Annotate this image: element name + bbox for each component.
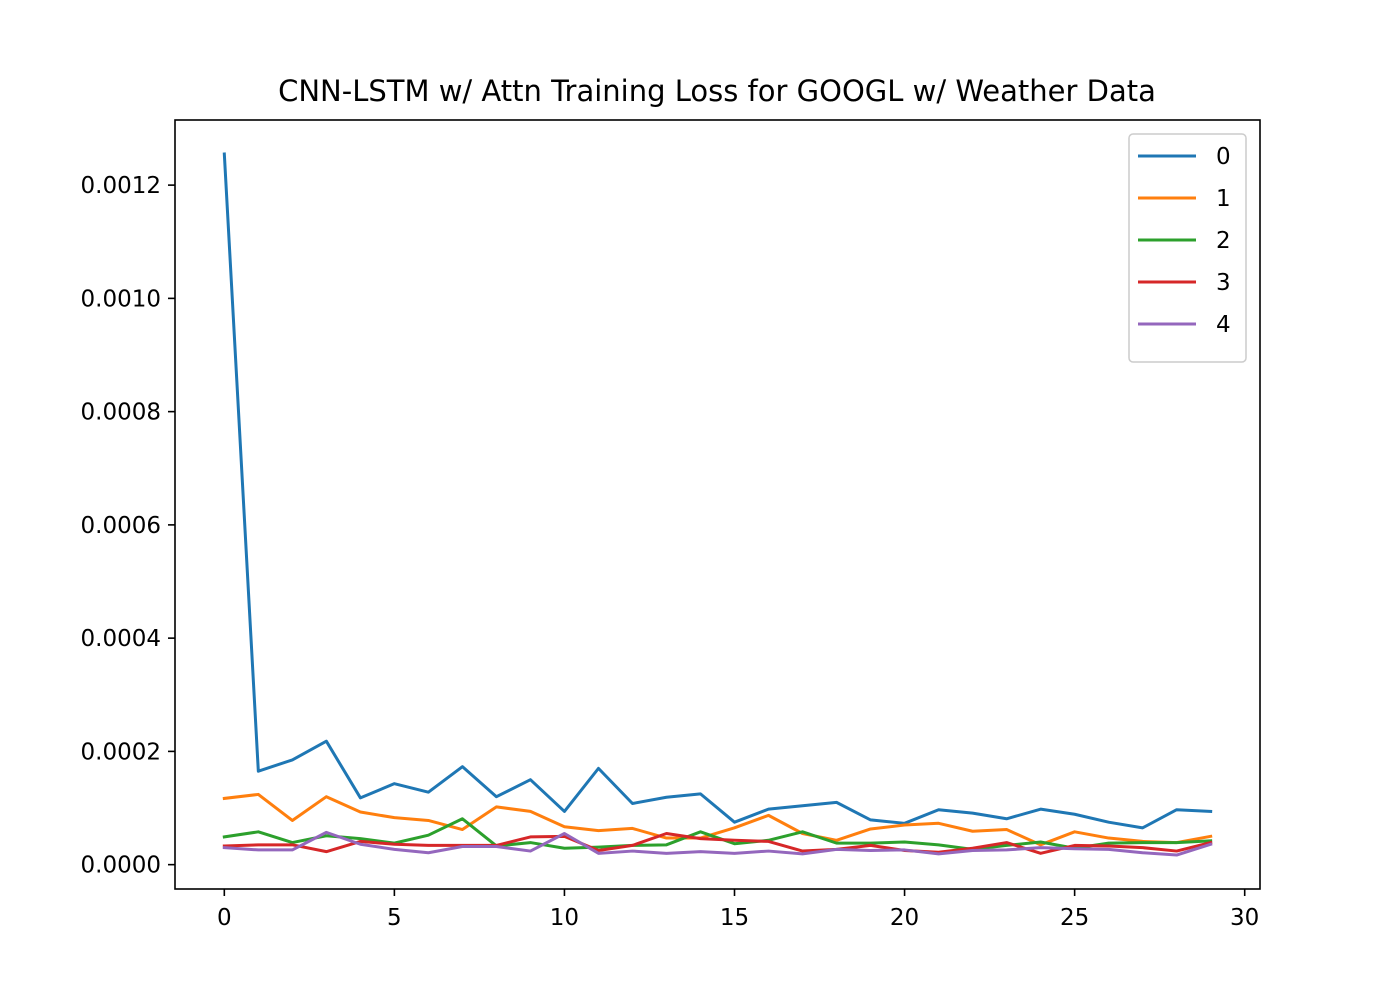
y-tick-label: 0.0006: [81, 513, 161, 539]
x-tick-label: 10: [550, 905, 579, 931]
legend-label-1: 1: [1216, 186, 1231, 212]
y-tick-label: 0.0008: [81, 400, 161, 426]
y-tick-label: 0.0012: [81, 173, 161, 199]
y-tick-label: 0.0000: [81, 853, 161, 879]
x-tick-label: 25: [1060, 905, 1089, 931]
x-tick-label: 15: [720, 905, 749, 931]
x-tick-label: 30: [1230, 905, 1259, 931]
chart-title: CNN-LSTM w/ Attn Training Loss for GOOGL…: [278, 74, 1156, 108]
y-tick-label: 0.0004: [81, 626, 161, 652]
x-tick-label: 5: [387, 905, 402, 931]
legend-label-2: 2: [1216, 228, 1231, 254]
y-axis: 0.0000 0.0002 0.0004 0.0006 0.0008 0.0010 0.00…: [81, 173, 175, 879]
plot-frame: [174, 119, 1261, 890]
legend-label-0: 0: [1216, 144, 1231, 170]
x-axis: 0 5 10 15 20 25 30: [217, 889, 1259, 931]
legend-label-3: 3: [1216, 270, 1231, 296]
x-tick-label: 20: [890, 905, 919, 931]
series-line-4: [222, 830, 1213, 857]
series-line-3: [222, 832, 1213, 855]
y-tick-label: 0.0010: [81, 286, 161, 312]
plot-lines: [222, 152, 1213, 857]
legend-label-4: 4: [1216, 312, 1231, 338]
legend: 0 1 2 3 4: [1128, 133, 1247, 363]
x-tick-label: 0: [217, 905, 232, 931]
y-tick-label: 0.0002: [81, 739, 161, 765]
series-line-0: [222, 152, 1213, 830]
legend-box: [1128, 133, 1247, 363]
